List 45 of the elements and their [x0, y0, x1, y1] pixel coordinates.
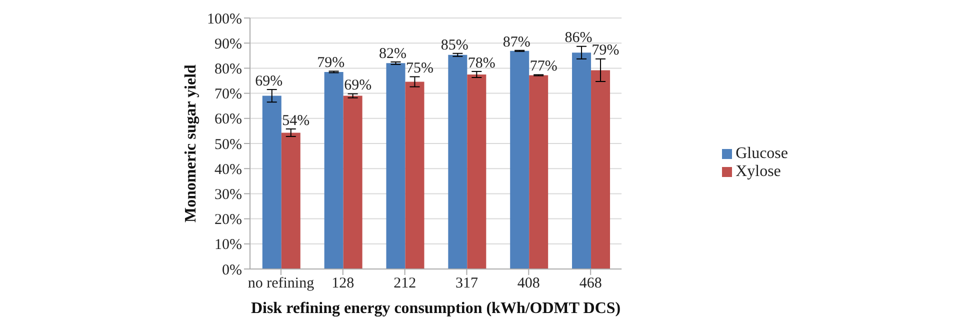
- data-label: 87%: [502, 34, 530, 50]
- data-label: 85%: [440, 37, 468, 54]
- legend-label: Glucose: [736, 145, 788, 162]
- x-tick-label: 317: [455, 276, 478, 292]
- bar: [343, 96, 362, 269]
- data-label: 54%: [282, 112, 310, 129]
- legend-label: Xylose: [736, 163, 781, 180]
- bar: [591, 70, 610, 269]
- x-tick-label: 128: [332, 276, 354, 292]
- bar: [467, 74, 486, 269]
- y-tick-label: 100%: [207, 11, 242, 28]
- y-tick-label: 50%: [214, 136, 242, 153]
- data-label: 75%: [406, 60, 434, 77]
- bar: [448, 54, 468, 269]
- data-label: 69%: [255, 73, 283, 90]
- x-tick-label: no refining: [248, 276, 315, 292]
- bar: [324, 72, 344, 269]
- y-tick-label: 20%: [214, 212, 242, 228]
- bar: [262, 96, 282, 269]
- y-tick-label: 60%: [214, 112, 242, 128]
- bar: [386, 63, 406, 269]
- y-tick-label: 30%: [214, 187, 242, 204]
- data-label: 78%: [468, 55, 496, 72]
- y-tick-label: 10%: [214, 237, 242, 254]
- x-tick-label: 408: [517, 276, 540, 292]
- bar: [572, 52, 592, 269]
- x-axis-title: Disk refining energy consumption (kWh/ODMT DCS): [250, 300, 621, 317]
- data-label: 77%: [530, 58, 558, 75]
- x-tick-label: 212: [394, 276, 416, 292]
- y-tick-label: 90%: [214, 36, 242, 52]
- bar: [405, 82, 424, 269]
- data-label: 79%: [592, 42, 620, 59]
- data-label: 82%: [378, 46, 406, 62]
- bar: [529, 75, 548, 269]
- y-tick-label: 70%: [214, 86, 242, 103]
- y-tick-label: 0%: [222, 262, 242, 278]
- data-label: 79%: [317, 55, 345, 72]
- bar: [281, 132, 300, 269]
- y-axis-title: Monomeric sugar yield: [182, 64, 200, 222]
- y-tick-label: 40%: [214, 162, 242, 178]
- data-label: 86%: [564, 30, 592, 46]
- x-tick-label: 468: [579, 276, 602, 292]
- bar: [510, 50, 530, 269]
- y-tick-label: 80%: [214, 62, 242, 78]
- data-label: 69%: [344, 78, 372, 94]
